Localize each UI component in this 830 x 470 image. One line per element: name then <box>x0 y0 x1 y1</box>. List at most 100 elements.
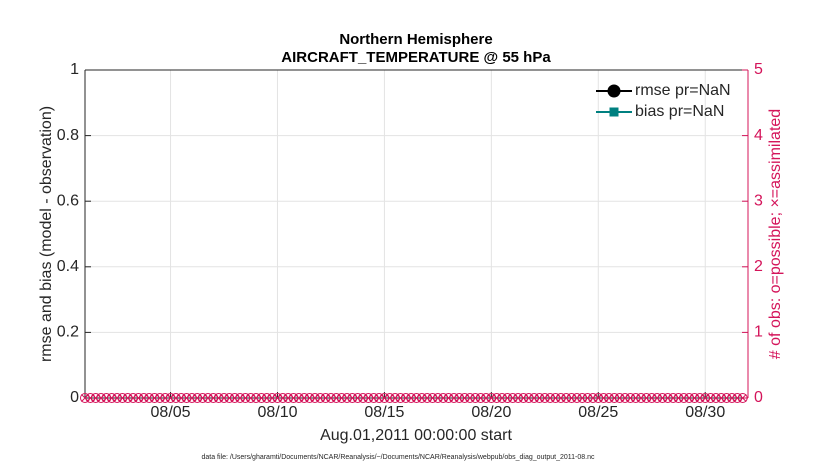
chart-subtitle: AIRCRAFT_TEMPERATURE @ 55 hPa <box>281 49 551 66</box>
obs-marker <box>272 393 283 403</box>
obs-marker <box>90 393 101 403</box>
obs-marker <box>213 393 224 403</box>
obs-marker <box>400 393 411 403</box>
obs-marker <box>726 393 737 403</box>
obs-marker <box>384 393 395 403</box>
obs-marker <box>646 393 657 403</box>
obs-marker <box>106 393 117 403</box>
obs-marker <box>700 393 711 403</box>
obs-marker <box>652 393 663 403</box>
y2-tick-label: 4 <box>754 127 763 144</box>
y-tick-label: 0.6 <box>57 192 79 209</box>
chart-title: Northern Hemisphere <box>339 31 492 48</box>
legend-label: rmse pr=NaN <box>635 82 731 99</box>
obs-marker <box>347 393 358 403</box>
obs-marker <box>85 393 96 403</box>
obs-marker <box>154 393 165 403</box>
obs-marker <box>705 393 716 403</box>
obs-marker <box>299 393 310 403</box>
obs-marker <box>288 393 299 403</box>
obs-marker <box>304 393 315 403</box>
obs-marker <box>555 393 566 403</box>
obs-marker <box>716 393 727 403</box>
footnote: data file: /Users/gharamti/Documents/NCA… <box>201 454 595 461</box>
obs-marker <box>593 393 604 403</box>
obs-marker <box>160 393 171 403</box>
obs-marker <box>122 393 133 403</box>
x-tick-label: 08/10 <box>257 404 297 421</box>
obs-marker <box>507 393 518 403</box>
obs-marker <box>673 393 684 403</box>
obs-marker <box>245 393 256 403</box>
obs-marker <box>689 393 700 403</box>
obs-marker <box>694 393 705 403</box>
obs-marker <box>448 393 459 403</box>
y-tick-label: 0.2 <box>57 324 79 341</box>
obs-marker <box>144 393 155 403</box>
y2-tick-label: 2 <box>754 258 763 275</box>
y-axis-label: rmse and bias (model - observation) <box>38 106 55 362</box>
obs-marker <box>454 393 465 403</box>
obs-marker <box>229 393 240 403</box>
obs-marker <box>662 393 673 403</box>
obs-marker <box>352 393 363 403</box>
x-tick-label: 08/20 <box>471 404 511 421</box>
obs-marker <box>251 393 262 403</box>
obs-marker <box>267 393 278 403</box>
obs-marker <box>491 393 502 403</box>
obs-marker <box>481 393 492 403</box>
obs-marker <box>470 393 481 403</box>
obs-marker <box>325 393 336 403</box>
obs-marker <box>475 393 486 403</box>
obs-marker <box>368 393 379 403</box>
obs-marker <box>459 393 470 403</box>
obs-marker <box>443 393 454 403</box>
y-tick-label: 1 <box>70 61 79 78</box>
obs-marker <box>101 393 112 403</box>
obs-marker <box>112 393 123 403</box>
obs-marker <box>571 393 582 403</box>
x-axis-label: Aug.01,2011 00:00:00 start <box>320 427 512 444</box>
obs-marker <box>422 393 433 403</box>
obs-marker <box>598 393 609 403</box>
y2-tick-label: 5 <box>754 61 763 78</box>
obs-marker <box>117 393 128 403</box>
obs-marker <box>464 393 475 403</box>
obs-marker <box>192 393 203 403</box>
obs-marker <box>603 393 614 403</box>
obs-marker <box>636 393 647 403</box>
obs-marker <box>374 393 385 403</box>
obs-marker <box>256 393 267 403</box>
obs-marker <box>149 393 160 403</box>
obs-marker <box>406 393 417 403</box>
obs-marker <box>186 393 197 403</box>
obs-marker <box>277 393 288 403</box>
obs-marker <box>678 393 689 403</box>
obs-marker <box>133 393 144 403</box>
obs-marker <box>534 393 545 403</box>
obs-marker <box>224 393 235 403</box>
obs-marker <box>625 393 636 403</box>
obs-marker <box>336 393 347 403</box>
obs-marker <box>138 393 149 403</box>
obs-marker <box>197 393 208 403</box>
obs-marker <box>293 393 304 403</box>
obs-marker <box>427 393 438 403</box>
obs-marker <box>545 393 556 403</box>
obs-marker <box>235 393 246 403</box>
obs-marker <box>668 393 679 403</box>
obs-marker <box>641 393 652 403</box>
obs-marker <box>550 393 561 403</box>
obs-marker <box>170 393 181 403</box>
obs-marker <box>721 393 732 403</box>
obs-marker <box>438 393 449 403</box>
y2-tick-label: 0 <box>754 389 763 406</box>
y-tick-label: 0 <box>70 389 79 406</box>
obs-marker <box>502 393 513 403</box>
obs-marker <box>577 393 588 403</box>
legend-marker <box>607 84 621 98</box>
obs-marker <box>390 393 401 403</box>
obs-marker <box>261 393 272 403</box>
obs-marker <box>208 393 219 403</box>
